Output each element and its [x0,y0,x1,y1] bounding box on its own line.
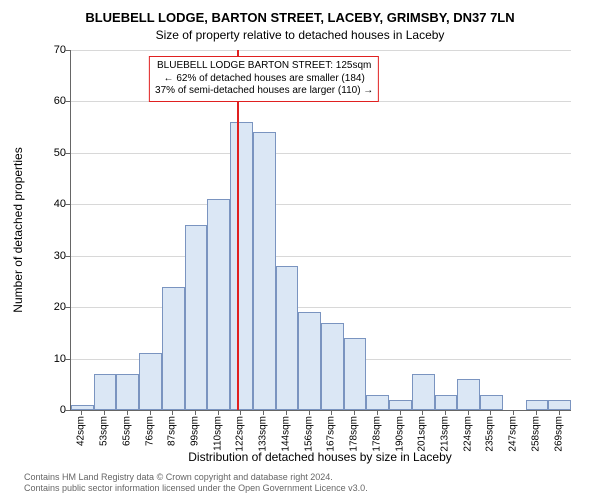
footer-line-1: Contains HM Land Registry data © Crown c… [24,472,368,483]
x-tick-mark [127,410,128,415]
histogram-bar [94,374,117,410]
x-tick-label: 110sqm [212,416,223,451]
x-tick-mark [81,410,82,415]
x-tick-label: 99sqm [190,416,201,446]
histogram-bar [230,122,253,410]
x-tick-label: 258sqm [530,416,541,452]
grid-line [71,204,571,205]
grid-line [71,256,571,257]
x-axis-label: Distribution of detached houses by size … [70,450,570,464]
x-tick-mark [490,410,491,415]
x-tick-label: 269sqm [553,416,564,452]
x-tick-label: 133sqm [258,416,269,452]
x-axis-ticks: 42sqm 53sqm 65sqm 76sqm 87sqm 99sqm 110sqm 122s… [70,410,570,450]
histogram-bar [366,395,389,410]
x-tick-mark [400,410,401,415]
histogram-bar [207,199,230,410]
x-tick-mark [445,410,446,415]
x-tick-mark [513,410,514,415]
histogram-bar [526,400,549,410]
x-tick-mark [218,410,219,415]
footer-attribution: Contains HM Land Registry data © Crown c… [24,472,368,494]
histogram-bar [116,374,139,410]
x-tick-label: 65sqm [121,416,132,446]
histogram-bar [276,266,299,410]
annotation-line: 37% of semi-detached houses are larger (… [155,85,373,98]
histogram-bar [457,379,480,410]
histogram-bar [412,374,435,410]
annotation-line: BLUEBELL LODGE BARTON STREET: 125sqm [155,60,373,73]
x-tick-label: 167sqm [326,416,337,452]
grid-line [71,153,571,154]
x-tick-mark [377,410,378,415]
x-tick-mark [559,410,560,415]
x-tick-label: 144sqm [280,416,291,452]
histogram-bar [185,225,208,410]
x-tick-label: 247sqm [508,416,519,452]
histogram-bar [253,132,276,410]
x-tick-label: 53sqm [99,416,110,446]
histogram-bar [298,312,321,410]
histogram-bar [480,395,503,410]
chart-title-main: BLUEBELL LODGE, BARTON STREET, LACEBY, G… [0,10,600,25]
x-tick-label: 178sqm [371,416,382,452]
grid-line [71,307,571,308]
x-tick-mark [172,410,173,415]
x-tick-mark [422,410,423,415]
x-tick-mark [468,410,469,415]
x-tick-mark [309,410,310,415]
annotation-line: ← 62% of detached houses are smaller (18… [155,73,373,86]
plot-area: BLUEBELL LODGE BARTON STREET: 125sqm← 62… [70,50,571,411]
x-tick-mark [150,410,151,415]
x-tick-label: 213sqm [440,416,451,452]
x-tick-label: 178sqm [349,416,360,452]
x-tick-mark [331,410,332,415]
x-tick-mark [195,410,196,415]
x-tick-mark [286,410,287,415]
reference-line [237,50,239,410]
y-axis-ticks: 010203040506070 [0,50,70,410]
histogram-bar [321,323,344,410]
x-tick-mark [104,410,105,415]
x-tick-mark [354,410,355,415]
footer-line-2: Contains public sector information licen… [24,483,368,494]
x-tick-label: 235sqm [485,416,496,452]
chart-container: BLUEBELL LODGE, BARTON STREET, LACEBY, G… [0,0,600,500]
x-tick-mark [536,410,537,415]
annotation-box: BLUEBELL LODGE BARTON STREET: 125sqm← 62… [149,56,379,102]
chart-title-sub: Size of property relative to detached ho… [0,28,600,42]
x-tick-label: 122sqm [235,416,246,452]
histogram-bar [389,400,412,410]
x-tick-mark [240,410,241,415]
histogram-bar [344,338,367,410]
x-tick-label: 190sqm [394,416,405,452]
x-tick-label: 224sqm [462,416,473,452]
grid-line [71,50,571,51]
x-tick-label: 76sqm [144,416,155,446]
x-tick-mark [263,410,264,415]
histogram-bar [139,353,162,410]
x-tick-label: 87sqm [167,416,178,446]
histogram-bar [548,400,571,410]
grid-line [71,101,571,102]
histogram-bar [162,287,185,410]
x-tick-label: 201sqm [417,416,428,452]
x-tick-label: 42sqm [76,416,87,446]
x-tick-label: 156sqm [303,416,314,452]
histogram-bar [435,395,458,410]
